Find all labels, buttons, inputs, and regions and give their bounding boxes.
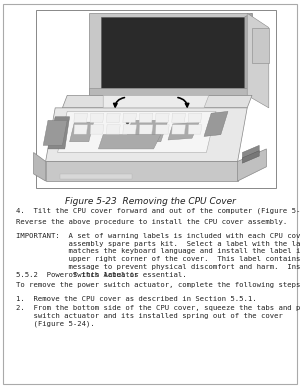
- Polygon shape: [123, 113, 136, 123]
- Polygon shape: [74, 125, 88, 134]
- Polygon shape: [172, 125, 185, 134]
- Polygon shape: [155, 113, 169, 123]
- Text: IMPORTANT:  A set of warning labels is included with each CPU cover
            : IMPORTANT: A set of warning labels is in…: [16, 233, 300, 277]
- Text: 2.  From the bottom side of the CPU cover, squeeze the tabs and push the
    swi: 2. From the bottom side of the CPU cover…: [16, 305, 300, 327]
- Text: Figure 5-23  Removing the CPU Cover: Figure 5-23 Removing the CPU Cover: [64, 197, 236, 206]
- Polygon shape: [90, 125, 104, 134]
- Polygon shape: [103, 95, 209, 108]
- Polygon shape: [34, 152, 46, 181]
- Polygon shape: [74, 113, 88, 123]
- Polygon shape: [98, 135, 161, 149]
- Polygon shape: [125, 120, 168, 142]
- Polygon shape: [62, 95, 252, 108]
- Bar: [36, 10, 276, 188]
- Polygon shape: [106, 125, 120, 134]
- Polygon shape: [106, 113, 120, 123]
- Text: 4.  Tilt the CPU cover forward and out of the computer (Figure 5-23).: 4. Tilt the CPU cover forward and out of…: [16, 208, 300, 214]
- Polygon shape: [70, 122, 94, 142]
- Polygon shape: [90, 113, 104, 123]
- Polygon shape: [60, 174, 132, 179]
- Polygon shape: [89, 88, 252, 95]
- Polygon shape: [172, 113, 185, 123]
- Polygon shape: [238, 149, 266, 181]
- Polygon shape: [188, 113, 202, 123]
- Polygon shape: [58, 111, 216, 152]
- Polygon shape: [46, 161, 238, 181]
- Polygon shape: [155, 125, 169, 134]
- Polygon shape: [168, 122, 199, 140]
- Polygon shape: [139, 125, 153, 134]
- Polygon shape: [188, 125, 202, 134]
- Polygon shape: [252, 28, 269, 63]
- Polygon shape: [247, 13, 269, 108]
- Polygon shape: [48, 117, 70, 149]
- Text: 5.5.2  Power Switch Actuator: 5.5.2 Power Switch Actuator: [16, 272, 139, 277]
- Polygon shape: [204, 111, 228, 137]
- Polygon shape: [242, 151, 259, 163]
- Polygon shape: [123, 125, 136, 134]
- Polygon shape: [242, 146, 259, 159]
- Polygon shape: [101, 17, 245, 88]
- Text: 1.  Remove the CPU cover as described in Section 5.5.1.: 1. Remove the CPU cover as described in …: [16, 296, 257, 301]
- Polygon shape: [245, 13, 252, 95]
- Polygon shape: [46, 108, 247, 161]
- Polygon shape: [89, 13, 252, 95]
- Polygon shape: [43, 120, 67, 146]
- Text: To remove the power switch actuator, complete the following steps:: To remove the power switch actuator, com…: [16, 282, 300, 288]
- Polygon shape: [139, 113, 153, 123]
- Text: Reverse the above procedure to install the CPU cover assembly.: Reverse the above procedure to install t…: [16, 219, 288, 225]
